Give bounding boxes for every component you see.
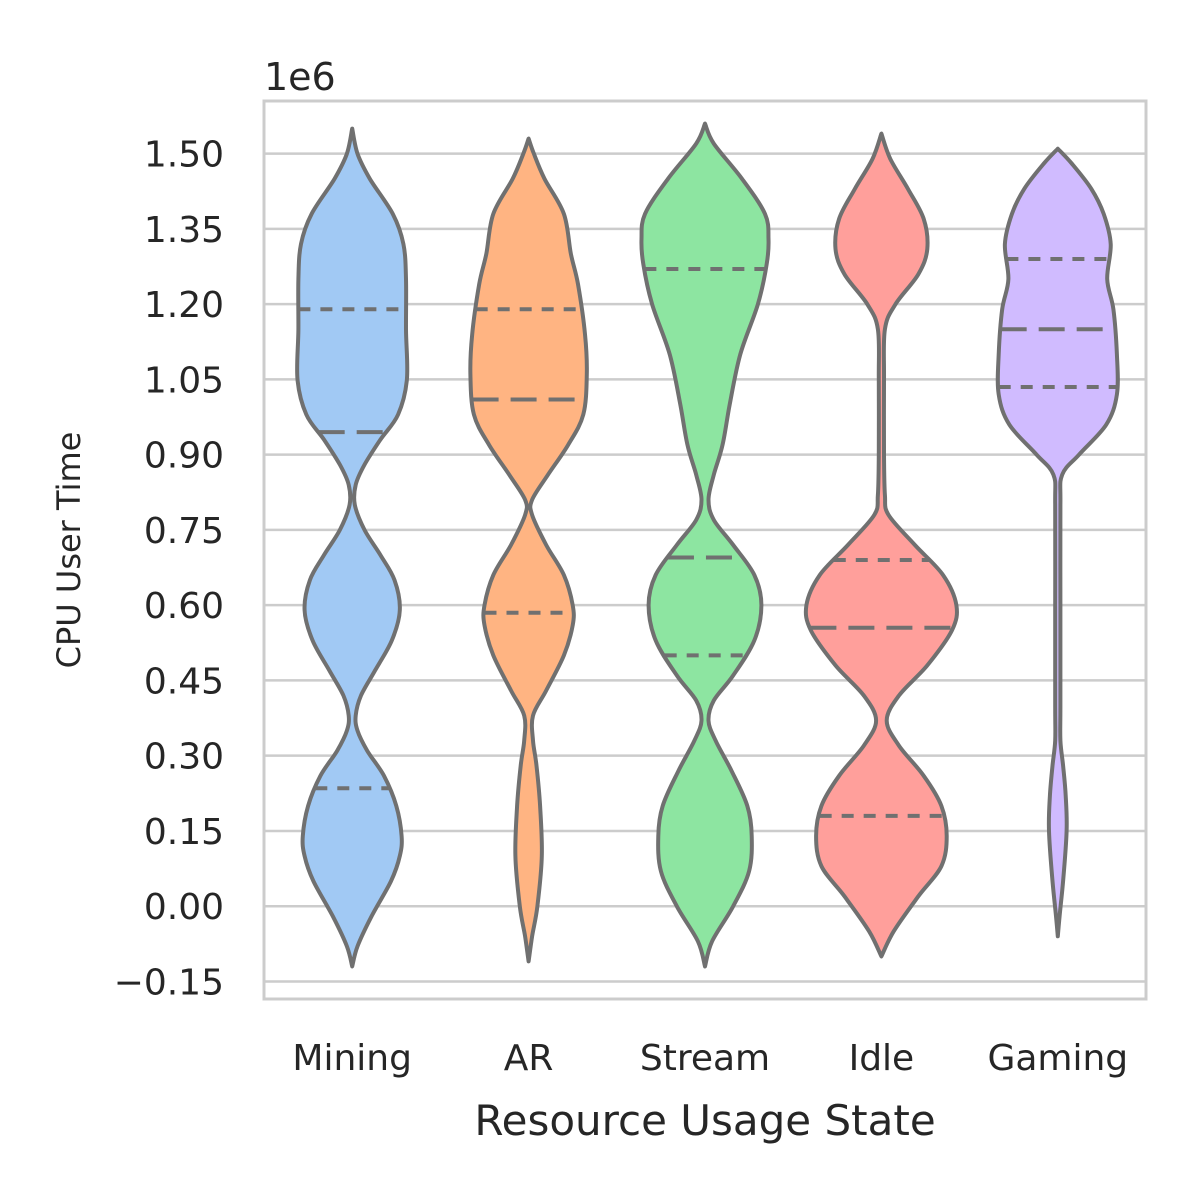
y-tick-label: 1.20 <box>144 285 224 326</box>
y-tick-label: 1.50 <box>144 135 224 176</box>
y-tick-label: 0.60 <box>144 586 224 627</box>
violin-body <box>639 121 771 969</box>
violin-body <box>295 126 410 969</box>
x-tick-label: AR <box>504 1038 554 1079</box>
y-tick-label: 0.15 <box>144 812 224 853</box>
violin-body <box>468 136 589 964</box>
y-tick-label: 0.30 <box>144 737 224 778</box>
violins <box>295 121 1120 969</box>
y-tick-label: 0.90 <box>144 436 224 477</box>
violin-gaming <box>995 146 1120 939</box>
plot-frame <box>262 99 1148 1001</box>
x-tick-labels: Mining AR Stream Idle Gaming <box>292 1038 1128 1079</box>
y-tick-label: 0.45 <box>144 661 224 702</box>
violin-body <box>803 131 959 959</box>
x-tick-label: Mining <box>292 1038 412 1079</box>
x-tick-label: Idle <box>849 1038 915 1079</box>
y-tick-label: 0.00 <box>144 887 224 928</box>
violin-idle <box>803 131 959 959</box>
y-tick-label: 1.35 <box>144 210 224 251</box>
y-tick-label: 1.05 <box>144 360 224 401</box>
violin-mining <box>295 126 410 969</box>
x-axis-title: Resource Usage State <box>474 1096 935 1145</box>
y-tick-label: −0.15 <box>114 962 224 1003</box>
y-tick-labels: −0.15 0.00 0.15 0.30 0.45 0.60 0.75 0.90 1.05 1.2… <box>114 135 224 1004</box>
violin-ar <box>468 136 589 964</box>
y-axis-title: CPU User Time <box>50 432 88 669</box>
x-tick-label: Stream <box>640 1038 770 1079</box>
y-tick-label: 0.75 <box>144 511 224 552</box>
violin-stream <box>639 121 771 969</box>
offset-text: 1e6 <box>264 55 336 99</box>
violin-body <box>995 146 1120 939</box>
x-tick-label: Gaming <box>987 1038 1128 1079</box>
